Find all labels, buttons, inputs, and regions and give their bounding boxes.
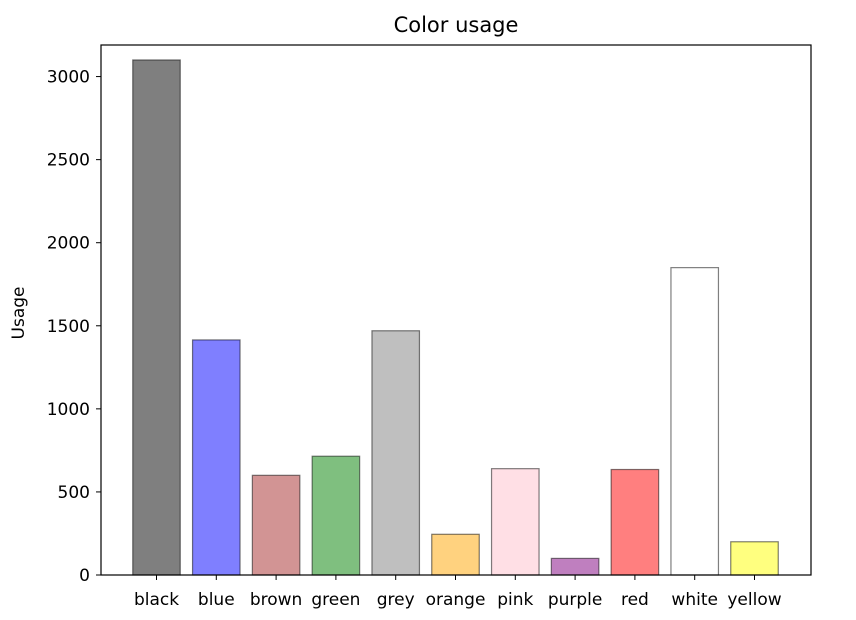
x-tick-label-pink: pink: [497, 590, 533, 610]
y-ticks-group: 0 500 1000 1500 2000 2500 3000: [47, 68, 101, 586]
x-tick-label-blue: blue: [198, 590, 235, 610]
x-tick-label-red: red: [621, 590, 649, 610]
y-axis-label: Usage: [9, 287, 29, 340]
bar-brown: [251, 474, 301, 576]
x-tick-label-black: black: [134, 590, 179, 610]
x-tick-label-grey: grey: [377, 590, 415, 610]
bar-yellow: [730, 541, 779, 576]
bar-green: [311, 455, 361, 576]
bar-pink: [490, 468, 540, 576]
y-tick-label: 3000: [47, 68, 90, 88]
y-tick-label: 1000: [47, 400, 90, 420]
x-tick-label-white: white: [671, 590, 718, 610]
x-tick-label-brown: brown: [250, 590, 303, 610]
y-tick-label: 2500: [47, 151, 90, 171]
bar-red: [610, 468, 660, 576]
bar-blue: [191, 339, 241, 576]
y-tick-label: 0: [79, 566, 90, 586]
x-ticks-group: black blue brown green grey orange pink purple r…: [134, 575, 782, 610]
bar-grey: [371, 330, 421, 576]
y-tick-label: 500: [58, 483, 90, 503]
bars-group: [132, 59, 779, 576]
x-tick-label-purple: purple: [548, 590, 603, 610]
plot-frame: [100, 44, 812, 576]
bar-orange: [431, 533, 480, 576]
y-tick-label: 2000: [47, 234, 90, 254]
x-tick-label-green: green: [311, 590, 360, 610]
chart-title: Color usage: [394, 13, 519, 37]
y-tick-label: 1500: [47, 317, 90, 337]
x-tick-label-yellow: yellow: [727, 590, 781, 610]
x-tick-label-orange: orange: [426, 590, 486, 610]
bar-black: [132, 59, 181, 576]
bar-white: [670, 267, 720, 576]
bar-purple: [550, 557, 600, 576]
